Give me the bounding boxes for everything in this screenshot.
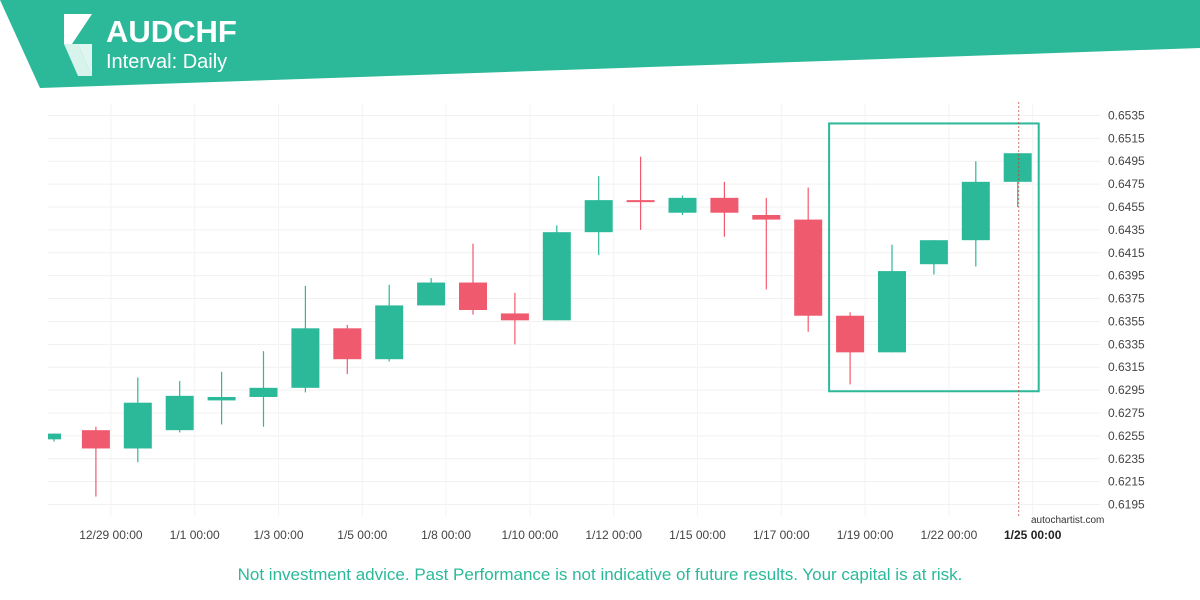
bullish-candle <box>291 328 320 388</box>
watermark-text: autochartist.com <box>1031 515 1104 526</box>
bearish-candle <box>752 215 781 220</box>
x-tick-label: 1/12 00:00 <box>585 528 642 542</box>
x-tick-label: 1/1 00:00 <box>170 528 220 542</box>
bullish-candle <box>668 197 697 213</box>
y-tick-label: 0.6235 <box>1108 452 1145 466</box>
x-tick-label: 1/17 00:00 <box>753 528 810 542</box>
chart-symbol-title: AUDCHF <box>106 14 237 49</box>
candlestick-chart: 0.6535 0.6515 0.6495 0.6475 0.6455 0.6435 0.64… <box>48 102 1145 542</box>
bullish-candle <box>375 305 404 360</box>
header-band <box>0 0 1200 88</box>
autochartist-logo-icon <box>64 14 92 76</box>
y-tick-label: 0.6355 <box>1108 314 1145 328</box>
y-tick-label: 0.6335 <box>1108 337 1145 351</box>
bullish-candle <box>165 395 194 431</box>
x-tick-label: 1/10 00:00 <box>502 528 559 542</box>
y-tick-label: 0.6215 <box>1108 475 1145 489</box>
bullish-candle <box>48 433 61 440</box>
y-tick-label: 0.6395 <box>1108 269 1145 283</box>
x-tick-label: 1/5 00:00 <box>337 528 387 542</box>
x-tick-label: 1/8 00:00 <box>421 528 471 542</box>
x-tick-label: 1/15 00:00 <box>669 528 726 542</box>
bearish-candle <box>626 200 655 203</box>
y-tick-label: 0.6195 <box>1108 498 1145 512</box>
bullish-candle <box>584 200 613 233</box>
bullish-candle <box>878 271 906 353</box>
y-tick-label: 0.6475 <box>1108 177 1145 191</box>
pattern-box <box>828 122 1040 393</box>
bullish-candle <box>123 402 152 449</box>
y-tick-label: 0.6435 <box>1108 223 1145 237</box>
bullish-candle <box>919 240 948 265</box>
bearish-candle <box>459 282 487 310</box>
bearish-candle <box>81 430 110 449</box>
bullish-candle <box>961 181 990 241</box>
x-tick-label: 1/22 00:00 <box>921 528 978 542</box>
y-tick-label: 0.6315 <box>1108 360 1145 374</box>
y-tick-label: 0.6275 <box>1108 406 1145 420</box>
y-tick-label: 0.6415 <box>1108 246 1145 260</box>
y-tick-label: 0.6295 <box>1108 383 1145 397</box>
bearish-candle <box>710 197 739 213</box>
bearish-candle <box>836 315 865 353</box>
x-tick-label: 1/25 00:00 <box>1004 528 1062 542</box>
bullish-candle <box>207 396 236 401</box>
y-tick-label: 0.6455 <box>1108 200 1145 214</box>
x-tick-label: 1/3 00:00 <box>253 528 303 542</box>
bullish-candle <box>1003 153 1032 182</box>
y-tick-label: 0.6255 <box>1108 429 1145 443</box>
y-tick-label: 0.6375 <box>1108 292 1145 306</box>
bullish-candle <box>249 387 278 397</box>
y-tick-label: 0.6535 <box>1108 108 1145 122</box>
y-tick-label: 0.6515 <box>1108 131 1145 145</box>
bullish-candle <box>417 282 446 306</box>
bearish-candle <box>794 219 823 316</box>
chart-interval-label: Interval: Daily <box>106 51 228 73</box>
x-tick-label: 1/19 00:00 <box>837 528 894 542</box>
y-tick-label: 0.6495 <box>1108 154 1145 168</box>
bearish-candle <box>333 328 362 360</box>
risk-disclaimer: Not investment advice. Past Performance … <box>237 565 963 584</box>
bullish-candle <box>542 232 571 321</box>
x-tick-label: 12/29 00:00 <box>79 528 143 542</box>
bearish-candle <box>500 313 529 321</box>
